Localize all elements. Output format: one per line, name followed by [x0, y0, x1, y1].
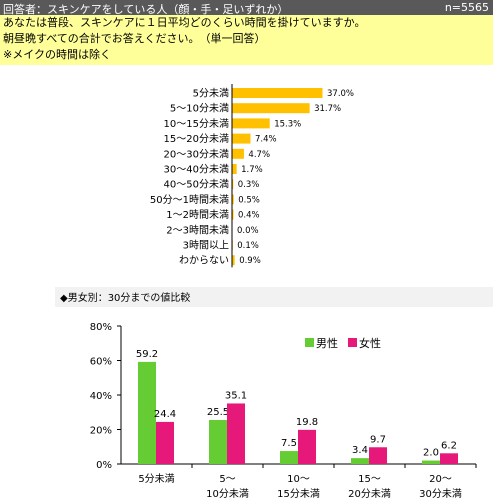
value-label: 0.1% — [237, 241, 259, 251]
legend-label: 男性 — [316, 336, 338, 350]
value-label: 7.4% — [255, 135, 277, 145]
legend-label: 女性 — [359, 336, 381, 350]
bar — [232, 103, 310, 114]
y-tick-label: 20% — [90, 426, 112, 437]
data-label: 3.4 — [352, 445, 368, 456]
bar — [232, 88, 323, 98]
male-bar — [138, 361, 156, 464]
category-label: 50分～1時間未満 — [150, 194, 229, 206]
bar — [232, 179, 234, 190]
category-label: わからない — [179, 255, 229, 267]
data-label: 24.4 — [154, 409, 176, 420]
bar — [232, 133, 251, 144]
question-line: 朝昼晩すべての合計でお答えください。 （単一回答） — [3, 32, 266, 45]
value-label: 4.7% — [248, 150, 270, 160]
bar — [232, 148, 244, 159]
male-bar — [351, 458, 369, 464]
y-tick-label: 0% — [96, 460, 112, 471]
category-label: 10～ — [287, 474, 310, 485]
y-tick-label: 60% — [90, 357, 112, 368]
category-label: 20分未満 — [348, 488, 391, 500]
value-label: 1.7% — [241, 165, 263, 175]
value-label: 37.0% — [327, 89, 354, 99]
category-label: 30分未満 — [419, 488, 462, 500]
data-label: 35.1 — [225, 390, 247, 401]
value-label: 0.3% — [238, 180, 260, 190]
value-label: 0.4% — [238, 211, 260, 221]
distribution-bar-chart: 5分未満 37.0% 5～10分未満 31.7% 10～15分未満 15.3% 15～20分… — [150, 84, 354, 268]
legend-male-swatch — [305, 338, 314, 347]
female-bar — [156, 421, 174, 464]
y-tick-label: 40% — [90, 391, 112, 402]
bar — [232, 194, 234, 205]
data-label: 7.5 — [281, 438, 297, 449]
category-label: 2～3時間未満 — [166, 224, 229, 236]
category-label: 5～ — [219, 474, 235, 485]
female-bar — [227, 403, 245, 464]
question-line: ※メイクの時間は除く — [3, 48, 111, 61]
sample-size: n=5565 — [444, 1, 489, 14]
category-label: 5分未満 — [193, 88, 229, 100]
value-label: 0.9% — [239, 256, 261, 266]
value-label: 0.0% — [237, 226, 259, 236]
female-bar — [369, 447, 387, 464]
data-label: 59.2 — [136, 349, 158, 360]
male-bar — [280, 451, 298, 464]
male-bar — [422, 460, 440, 464]
title-band — [55, 287, 493, 307]
question-line: あなたは普段、スキンケアに１日平均どのくらい時間を掛けていますか。 — [3, 16, 366, 29]
gender-comparison-chart: ◆男女別：30分までの値比較 0% 20% 40% 60% 80% 5分未満 59.2 24.4… — [55, 287, 493, 500]
respondent-label: 回答者：スキンケアをしている人（顔・手・足いずれか） — [3, 3, 289, 16]
y-tick-label: 80% — [90, 322, 112, 333]
category-label: 15分未満 — [277, 488, 320, 500]
value-label: 0.5% — [238, 195, 260, 205]
data-label: 25.5 — [207, 407, 229, 418]
female-bar — [440, 453, 458, 464]
question-box: あなたは普段、スキンケアに１日平均どのくらい時間を掛けていますか。 朝昼晩すべて… — [0, 15, 493, 65]
category-label: 10分未満 — [206, 488, 249, 500]
category-label: 15～20分未満 — [164, 133, 229, 145]
bar — [232, 255, 235, 266]
category-label: 20～ — [429, 474, 452, 485]
category-label: 20～30分未満 — [164, 148, 229, 160]
header-bar: 回答者：スキンケアをしている人（顔・手・足いずれか） n=5565 — [0, 0, 493, 16]
data-label: 9.7 — [370, 434, 386, 445]
female-bar — [298, 429, 316, 464]
data-label: 2.0 — [423, 448, 439, 459]
bar — [232, 164, 237, 174]
bar — [232, 209, 234, 220]
bar — [232, 118, 270, 129]
chart-title: ◆男女別：30分までの値比較 — [60, 291, 190, 304]
male-bar — [209, 420, 227, 464]
data-label: 6.2 — [441, 440, 457, 451]
category-label: 5分未満 — [138, 473, 174, 485]
category-label: 3時間以上 — [183, 240, 229, 252]
category-label: 5～10分未満 — [170, 103, 229, 115]
legend-female-swatch — [348, 338, 357, 347]
category-label: 40～50分未満 — [164, 179, 229, 191]
category-label: 1～2時間未満 — [166, 209, 229, 221]
value-label: 15.3% — [274, 119, 301, 129]
category-label: 10～15分未満 — [164, 118, 229, 130]
category-label: 15～ — [358, 474, 381, 485]
category-label: 30～40分未満 — [164, 164, 229, 176]
value-label: 31.7% — [314, 104, 341, 114]
data-label: 19.8 — [296, 417, 318, 428]
